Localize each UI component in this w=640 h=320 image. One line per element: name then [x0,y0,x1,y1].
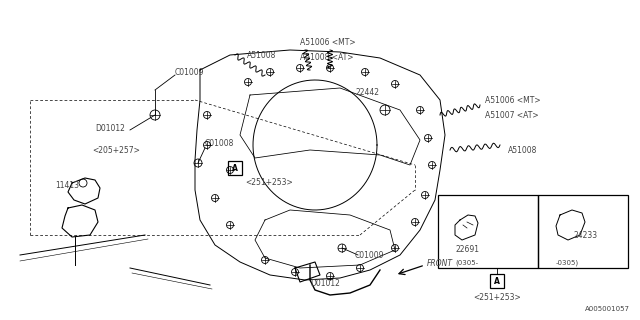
Text: A: A [232,164,238,172]
Bar [438,195,538,268]
Bar [538,195,628,268]
Text: D01012: D01012 [310,278,340,287]
Text: A51006 <MT>: A51006 <MT> [485,95,541,105]
Text: A005001057: A005001057 [585,306,630,312]
Text: (0305-: (0305- [456,260,479,266]
Text: D01012: D01012 [95,124,125,132]
Text: FRONT: FRONT [427,259,453,268]
Bar [228,161,242,175]
Text: 11413: 11413 [55,180,79,189]
Text: A51006 <MT>: A51006 <MT> [300,37,356,46]
Text: C01009: C01009 [355,251,385,260]
Text: A51008 <AT>: A51008 <AT> [300,52,353,61]
Text: C01008: C01008 [205,139,234,148]
Text: C01009: C01009 [175,68,205,76]
Bar [490,274,504,288]
Text: A51008: A51008 [247,51,276,60]
Text: <205+257>: <205+257> [92,146,140,155]
Text: 22691: 22691 [455,245,479,254]
Text: A: A [494,276,500,285]
Text: -0305): -0305) [556,260,579,266]
Text: A51007 <AT>: A51007 <AT> [485,110,539,119]
Text: <251+253>: <251+253> [245,178,292,187]
Text: <251+253>: <251+253> [473,293,521,302]
Text: 24233: 24233 [573,230,597,239]
Text: A51008: A51008 [508,146,538,155]
Text: 22442: 22442 [355,87,379,97]
